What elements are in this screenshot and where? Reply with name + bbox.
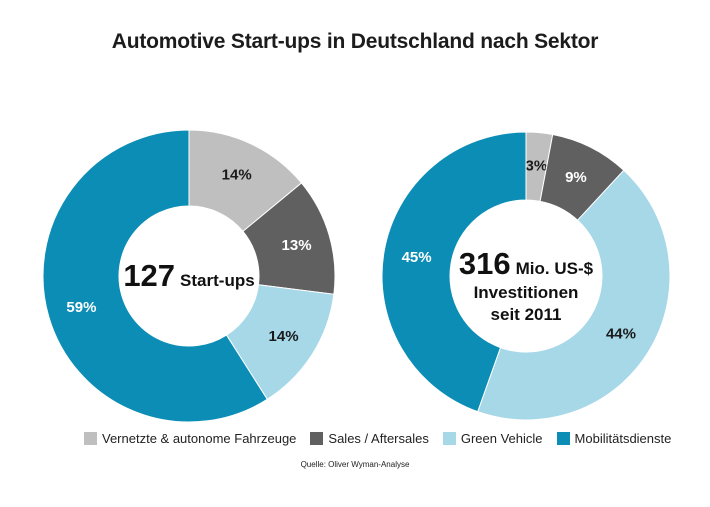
slice-label-investments-connected-autonomous: 3% bbox=[525, 157, 547, 174]
donut-center bbox=[450, 200, 602, 352]
center-label-investments-line3: seit 2011 bbox=[491, 305, 562, 324]
slice-label-investments-sales-aftersales: 9% bbox=[565, 169, 587, 186]
center-label-startups: 127 Start-ups bbox=[123, 258, 254, 293]
slice-label-startups-sales-aftersales: 13% bbox=[282, 237, 312, 254]
slice-label-startups-green-vehicle: 14% bbox=[269, 328, 299, 345]
center-label-investments-amount: 316 Mio. US-$ bbox=[459, 246, 594, 281]
legend-item-sales-aftersales: Sales / Aftersales bbox=[310, 431, 429, 446]
legend-item-mobility-services: Mobilitätsdienste bbox=[556, 431, 672, 446]
legend-label: Mobilitätsdienste bbox=[574, 431, 672, 446]
legend: Vernetzte & autonome Fahrzeuge Sales / A… bbox=[84, 431, 671, 446]
donut-center bbox=[119, 206, 259, 346]
legend-label: Green Vehicle bbox=[460, 431, 543, 446]
donut-chart-investments: 3% 9% 44% 45% 316 Mio. US-$ Investitionen seit … bbox=[381, 131, 671, 421]
source-note: Quelle: Oliver Wyman-Analyse bbox=[300, 460, 410, 469]
slice-label-startups-connected-autonomous: 14% bbox=[222, 167, 252, 184]
slice-label-investments-green-vehicle: 44% bbox=[606, 325, 636, 342]
donut-chart-startups: 14% 13% 14% 59% 127 Start-ups bbox=[42, 129, 336, 423]
legend-item-connected-autonomous: Vernetzte & autonome Fahrzeuge bbox=[84, 431, 296, 446]
legend-label: Sales / Aftersales bbox=[328, 431, 429, 446]
slice-label-startups-mobility-services: 59% bbox=[66, 299, 96, 316]
legend-swatch bbox=[556, 432, 570, 445]
legend-label: Vernetzte & autonome Fahrzeuge bbox=[102, 431, 297, 446]
legend-swatch bbox=[84, 432, 97, 445]
center-label-investments-line2: Investitionen bbox=[474, 283, 579, 302]
legend-swatch bbox=[442, 432, 456, 445]
chart-title: Automotive Start-ups in Deutschland nach… bbox=[111, 30, 599, 53]
legend-swatch bbox=[310, 432, 324, 445]
slice-label-investments-mobility-services: 45% bbox=[402, 249, 432, 266]
legend-item-green-vehicle: Green Vehicle bbox=[442, 431, 543, 446]
